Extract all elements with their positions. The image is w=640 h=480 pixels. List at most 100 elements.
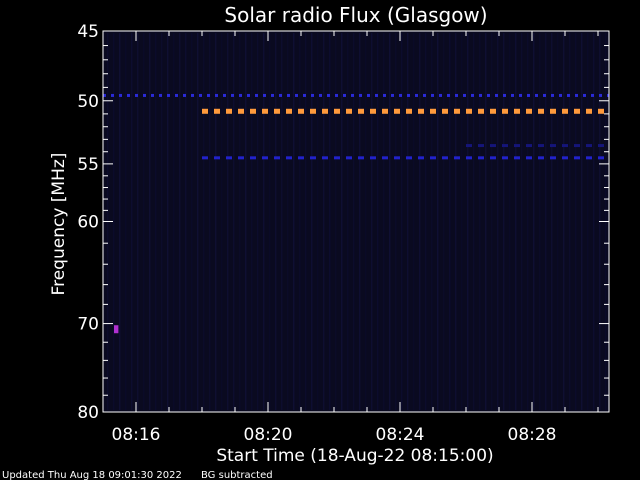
feature-mark bbox=[418, 156, 424, 160]
striation bbox=[125, 33, 127, 410]
feature-mark bbox=[586, 144, 592, 148]
striation bbox=[377, 33, 379, 410]
feature-mark bbox=[127, 93, 130, 97]
feature-mark bbox=[183, 93, 186, 97]
feature-mark bbox=[175, 93, 178, 97]
x-axis: 08:16 08:20 08:24 08:28 bbox=[102, 31, 599, 445]
striation bbox=[245, 33, 247, 410]
striation bbox=[539, 33, 541, 410]
feature-mark bbox=[114, 325, 119, 334]
striation bbox=[263, 33, 265, 410]
feature-mark bbox=[238, 108, 244, 114]
feature-mark bbox=[231, 93, 234, 97]
striation bbox=[467, 33, 469, 410]
feature-mark bbox=[478, 156, 484, 160]
y-tick-label: 55 bbox=[77, 155, 99, 175]
striation bbox=[413, 33, 415, 410]
striation bbox=[137, 33, 139, 410]
feature-mark bbox=[334, 156, 340, 160]
feature-mark bbox=[394, 108, 400, 114]
feature-mark bbox=[343, 93, 346, 97]
feature-mark bbox=[226, 108, 232, 114]
feature-mark bbox=[143, 93, 146, 97]
spot-70.6 bbox=[114, 325, 119, 334]
feature-mark bbox=[370, 156, 376, 160]
striation bbox=[185, 33, 187, 410]
striation bbox=[527, 33, 529, 410]
striation bbox=[191, 33, 193, 410]
x-tick-label: 08:28 bbox=[508, 425, 557, 445]
feature-mark bbox=[382, 108, 388, 114]
feature-mark bbox=[423, 93, 426, 97]
feature-mark bbox=[375, 93, 378, 97]
feature-mark bbox=[463, 93, 466, 97]
feature-mark bbox=[334, 108, 340, 114]
feature-mark bbox=[111, 93, 114, 97]
footer-note: BG subtracted bbox=[201, 470, 273, 480]
footer-updated: Updated Thu Aug 18 09:01:30 2022 bbox=[2, 470, 182, 480]
feature-mark bbox=[191, 93, 194, 97]
striation bbox=[131, 33, 133, 410]
striation bbox=[521, 33, 523, 410]
feature-mark bbox=[567, 93, 570, 97]
feature-mark bbox=[535, 93, 538, 97]
striation bbox=[389, 33, 391, 410]
feature-mark bbox=[526, 156, 532, 160]
feature-mark bbox=[514, 108, 520, 114]
feature-mark bbox=[511, 93, 514, 97]
band-49.6 bbox=[103, 93, 609, 97]
striation bbox=[437, 33, 439, 410]
feature-mark bbox=[502, 108, 508, 114]
striation bbox=[485, 33, 487, 410]
feature-mark bbox=[406, 108, 412, 114]
feature-mark bbox=[383, 93, 386, 97]
feature-mark bbox=[358, 156, 364, 160]
feature-mark bbox=[239, 93, 242, 97]
feature-mark bbox=[598, 144, 604, 148]
feature-mark bbox=[303, 93, 306, 97]
feature-mark bbox=[598, 156, 604, 160]
feature-mark bbox=[286, 156, 292, 160]
feature-mark bbox=[527, 93, 530, 97]
feature-mark bbox=[550, 156, 556, 160]
striation bbox=[347, 33, 349, 410]
striation bbox=[287, 33, 289, 410]
feature-mark bbox=[503, 93, 506, 97]
y-axis-label: Frequency [MHz] bbox=[49, 153, 69, 296]
feature-mark bbox=[430, 108, 436, 114]
striation bbox=[383, 33, 385, 410]
striation bbox=[221, 33, 223, 410]
striation bbox=[305, 33, 307, 410]
feature-mark bbox=[502, 156, 508, 160]
feature-mark bbox=[442, 108, 448, 114]
striation bbox=[215, 33, 217, 410]
feature-mark bbox=[607, 93, 609, 97]
striation bbox=[551, 33, 553, 410]
feature-mark bbox=[526, 108, 532, 114]
feature-mark bbox=[562, 108, 568, 114]
feature-mark bbox=[359, 93, 362, 97]
striation bbox=[113, 33, 115, 410]
feature-mark bbox=[454, 108, 460, 114]
striation bbox=[473, 33, 475, 410]
striation bbox=[401, 33, 403, 410]
feature-mark bbox=[526, 144, 532, 148]
striation bbox=[419, 33, 421, 410]
feature-mark bbox=[159, 93, 162, 97]
y-tick-label: 80 bbox=[77, 403, 99, 423]
feature-mark bbox=[586, 108, 592, 114]
feature-mark bbox=[135, 93, 138, 97]
feature-mark bbox=[247, 93, 250, 97]
feature-mark bbox=[298, 108, 304, 114]
feature-mark bbox=[574, 156, 580, 160]
feature-mark bbox=[575, 93, 578, 97]
feature-mark bbox=[418, 108, 424, 114]
feature-mark bbox=[406, 156, 412, 160]
striation bbox=[503, 33, 505, 410]
y-tick-label: 60 bbox=[77, 213, 99, 233]
striation bbox=[143, 33, 145, 410]
striation bbox=[587, 33, 589, 410]
feature-mark bbox=[310, 108, 316, 114]
striation bbox=[299, 33, 301, 410]
feature-mark bbox=[202, 108, 208, 114]
